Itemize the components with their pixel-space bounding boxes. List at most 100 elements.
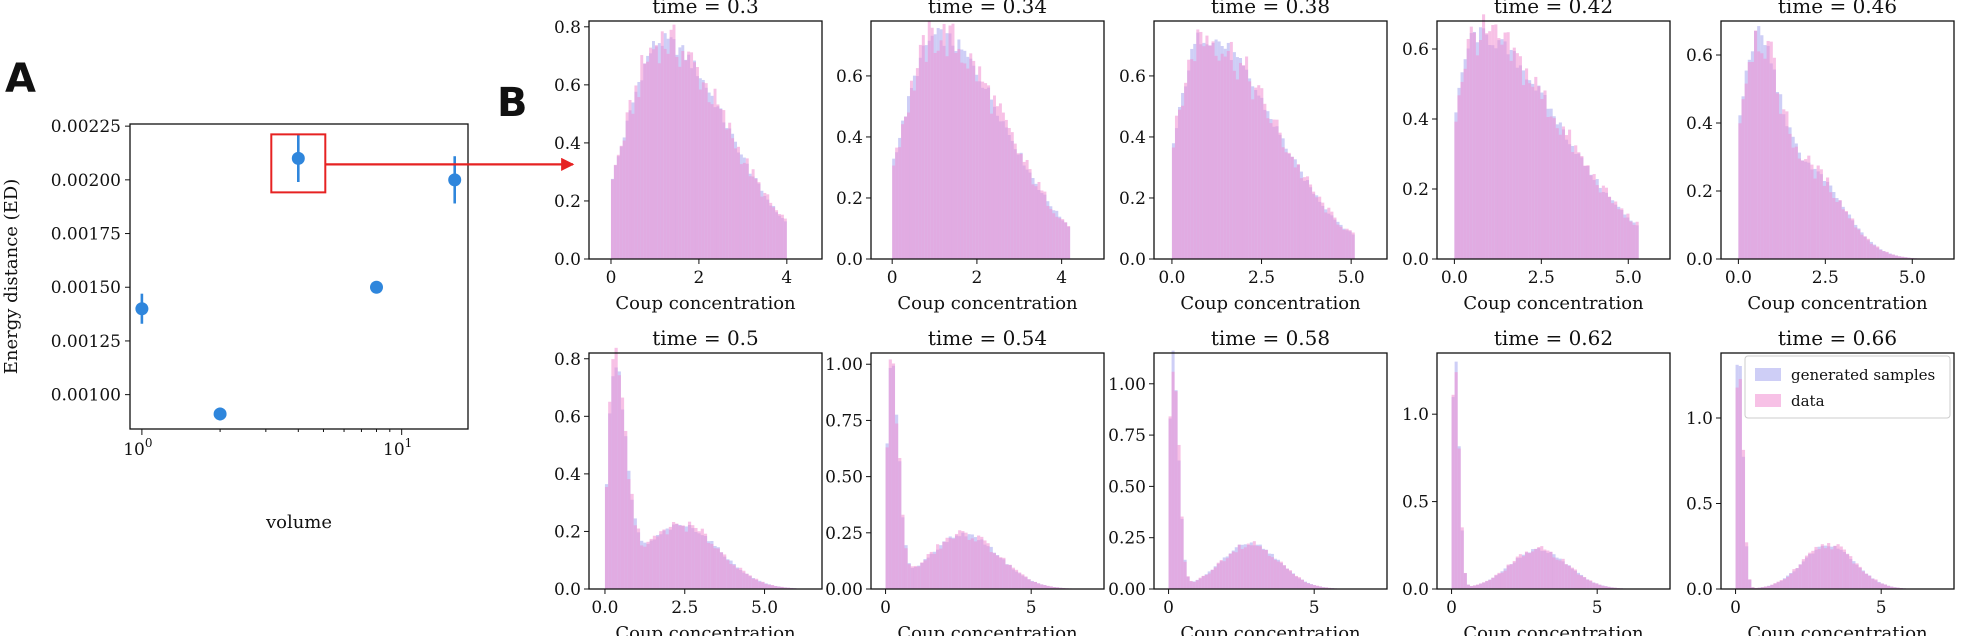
b-data-bar [1745, 542, 1749, 589]
b-data-bar [1613, 587, 1617, 589]
b-data-bar [640, 545, 644, 589]
b-data-bar [1052, 213, 1056, 259]
b-xlabel: Coup concentration [1180, 293, 1361, 314]
b-data-bar [1855, 563, 1859, 589]
b-data-bar [1034, 186, 1038, 259]
b-data-bar [1586, 165, 1590, 259]
b-data-bar [1488, 31, 1492, 260]
b-data-bar [910, 566, 914, 589]
b-xtick-label: 2 [693, 268, 704, 288]
b-data-bar [1263, 103, 1267, 259]
b-ytick-label: 0.4 [1119, 128, 1146, 148]
b-data-bar [1220, 53, 1224, 260]
b-data-bar [957, 48, 961, 259]
b-data-bar [1760, 587, 1764, 589]
a-xtick-label: 100 [123, 436, 152, 460]
b-data-bar [1822, 185, 1827, 259]
b-data-bar [998, 103, 1002, 259]
b-data-bar [1457, 95, 1461, 259]
b-data-bar [751, 578, 755, 589]
b-data-bar [1186, 576, 1190, 589]
b-data-bar [1534, 76, 1538, 259]
b-plot-frame [870, 352, 1105, 590]
b-data-bar [613, 164, 617, 259]
b-data-bar [1583, 577, 1587, 589]
b-data-bar [1592, 174, 1596, 259]
b-data-bar [1564, 135, 1569, 259]
b-data-bar [1466, 584, 1470, 589]
b-data-bar [904, 548, 908, 589]
b-data-bar [1205, 35, 1209, 259]
b-data-bar [1607, 586, 1611, 589]
b-data-bar [1240, 548, 1244, 589]
b-data-bar [630, 493, 634, 589]
b-data-bar [1786, 576, 1790, 589]
b-data-bar [1775, 93, 1780, 259]
b-ytick-label: 0.0 [1119, 250, 1146, 270]
b-data-bar [669, 29, 673, 260]
b-subplot-title: time = 0.66 [1778, 326, 1897, 350]
b-data-bar [1321, 202, 1325, 259]
b-data-bar [777, 586, 781, 589]
b-data-bar [764, 583, 768, 589]
b-data-bar [1537, 547, 1541, 589]
b-subplot: 0.0 0.2 0.4 0.6 0.0 2.5 5.0 time = 0.38 Coup con… [1119, 0, 1388, 314]
b-data-bar [1010, 132, 1014, 259]
b-data-bar [1266, 118, 1270, 259]
b-data-bar [885, 447, 889, 589]
b-data-bar [739, 567, 743, 589]
b-data-bar [616, 154, 620, 259]
b-xtick-label: 0 [606, 268, 617, 288]
b-ytick-label: 0.5 [1686, 494, 1713, 514]
b-data-bar [619, 145, 623, 259]
b-data-bar [1852, 563, 1856, 589]
b-data-bar [1561, 558, 1565, 589]
b-data-bar [608, 401, 612, 589]
b-data-bar [1808, 552, 1812, 589]
b-data-bar [649, 538, 653, 589]
b-data-bar [656, 536, 660, 589]
b-data-bar [772, 207, 776, 259]
b-data-bar [1472, 32, 1476, 259]
b-data-bar [954, 52, 958, 260]
b-data-bar [1309, 184, 1313, 259]
b-data-bar [627, 479, 631, 589]
b-data-bar [1804, 555, 1809, 589]
b-data-bar [1293, 167, 1297, 259]
b-data-bar [1901, 256, 1905, 259]
b-data-bar [963, 63, 967, 260]
b-data-bar [961, 531, 965, 589]
a-xtick-label: 101 [383, 436, 412, 460]
b-data-bar [1198, 577, 1202, 589]
b-data-bar [1281, 147, 1285, 259]
b-data-bar [1460, 527, 1464, 589]
b-data-bar [1260, 88, 1264, 259]
b-data-bar [1760, 53, 1764, 260]
b-data-bar [1573, 569, 1577, 589]
b-legend-data-swatch [1755, 394, 1781, 407]
b-data-bar [1014, 569, 1019, 589]
b-data-bar [757, 182, 761, 259]
b-data-bar [1555, 559, 1559, 589]
b-data-bar [646, 61, 650, 259]
b-data-bar [1210, 569, 1214, 589]
b-data-bar [1574, 145, 1578, 259]
b-data-bar [1797, 158, 1801, 259]
b-data-bar [1273, 559, 1277, 589]
b-data-bar [1549, 116, 1553, 260]
b-data-bar [1267, 555, 1271, 589]
b-data-bar [1580, 156, 1584, 259]
b-subplot-title: time = 0.46 [1778, 0, 1897, 18]
b-ytick-label: 0.50 [825, 468, 863, 488]
b-data-bar [1469, 26, 1473, 259]
b-data-bar [1757, 51, 1761, 260]
b-data-bar [1004, 119, 1008, 259]
b-data-bar [1525, 68, 1529, 259]
b-data-bar [700, 528, 704, 589]
b-data-bar [745, 573, 749, 589]
b-data-bar [1885, 251, 1889, 259]
b-data-bar [892, 165, 896, 259]
b-data-bar [967, 539, 971, 589]
b-data-bar [1027, 579, 1031, 589]
b-data-bar [1040, 584, 1044, 589]
